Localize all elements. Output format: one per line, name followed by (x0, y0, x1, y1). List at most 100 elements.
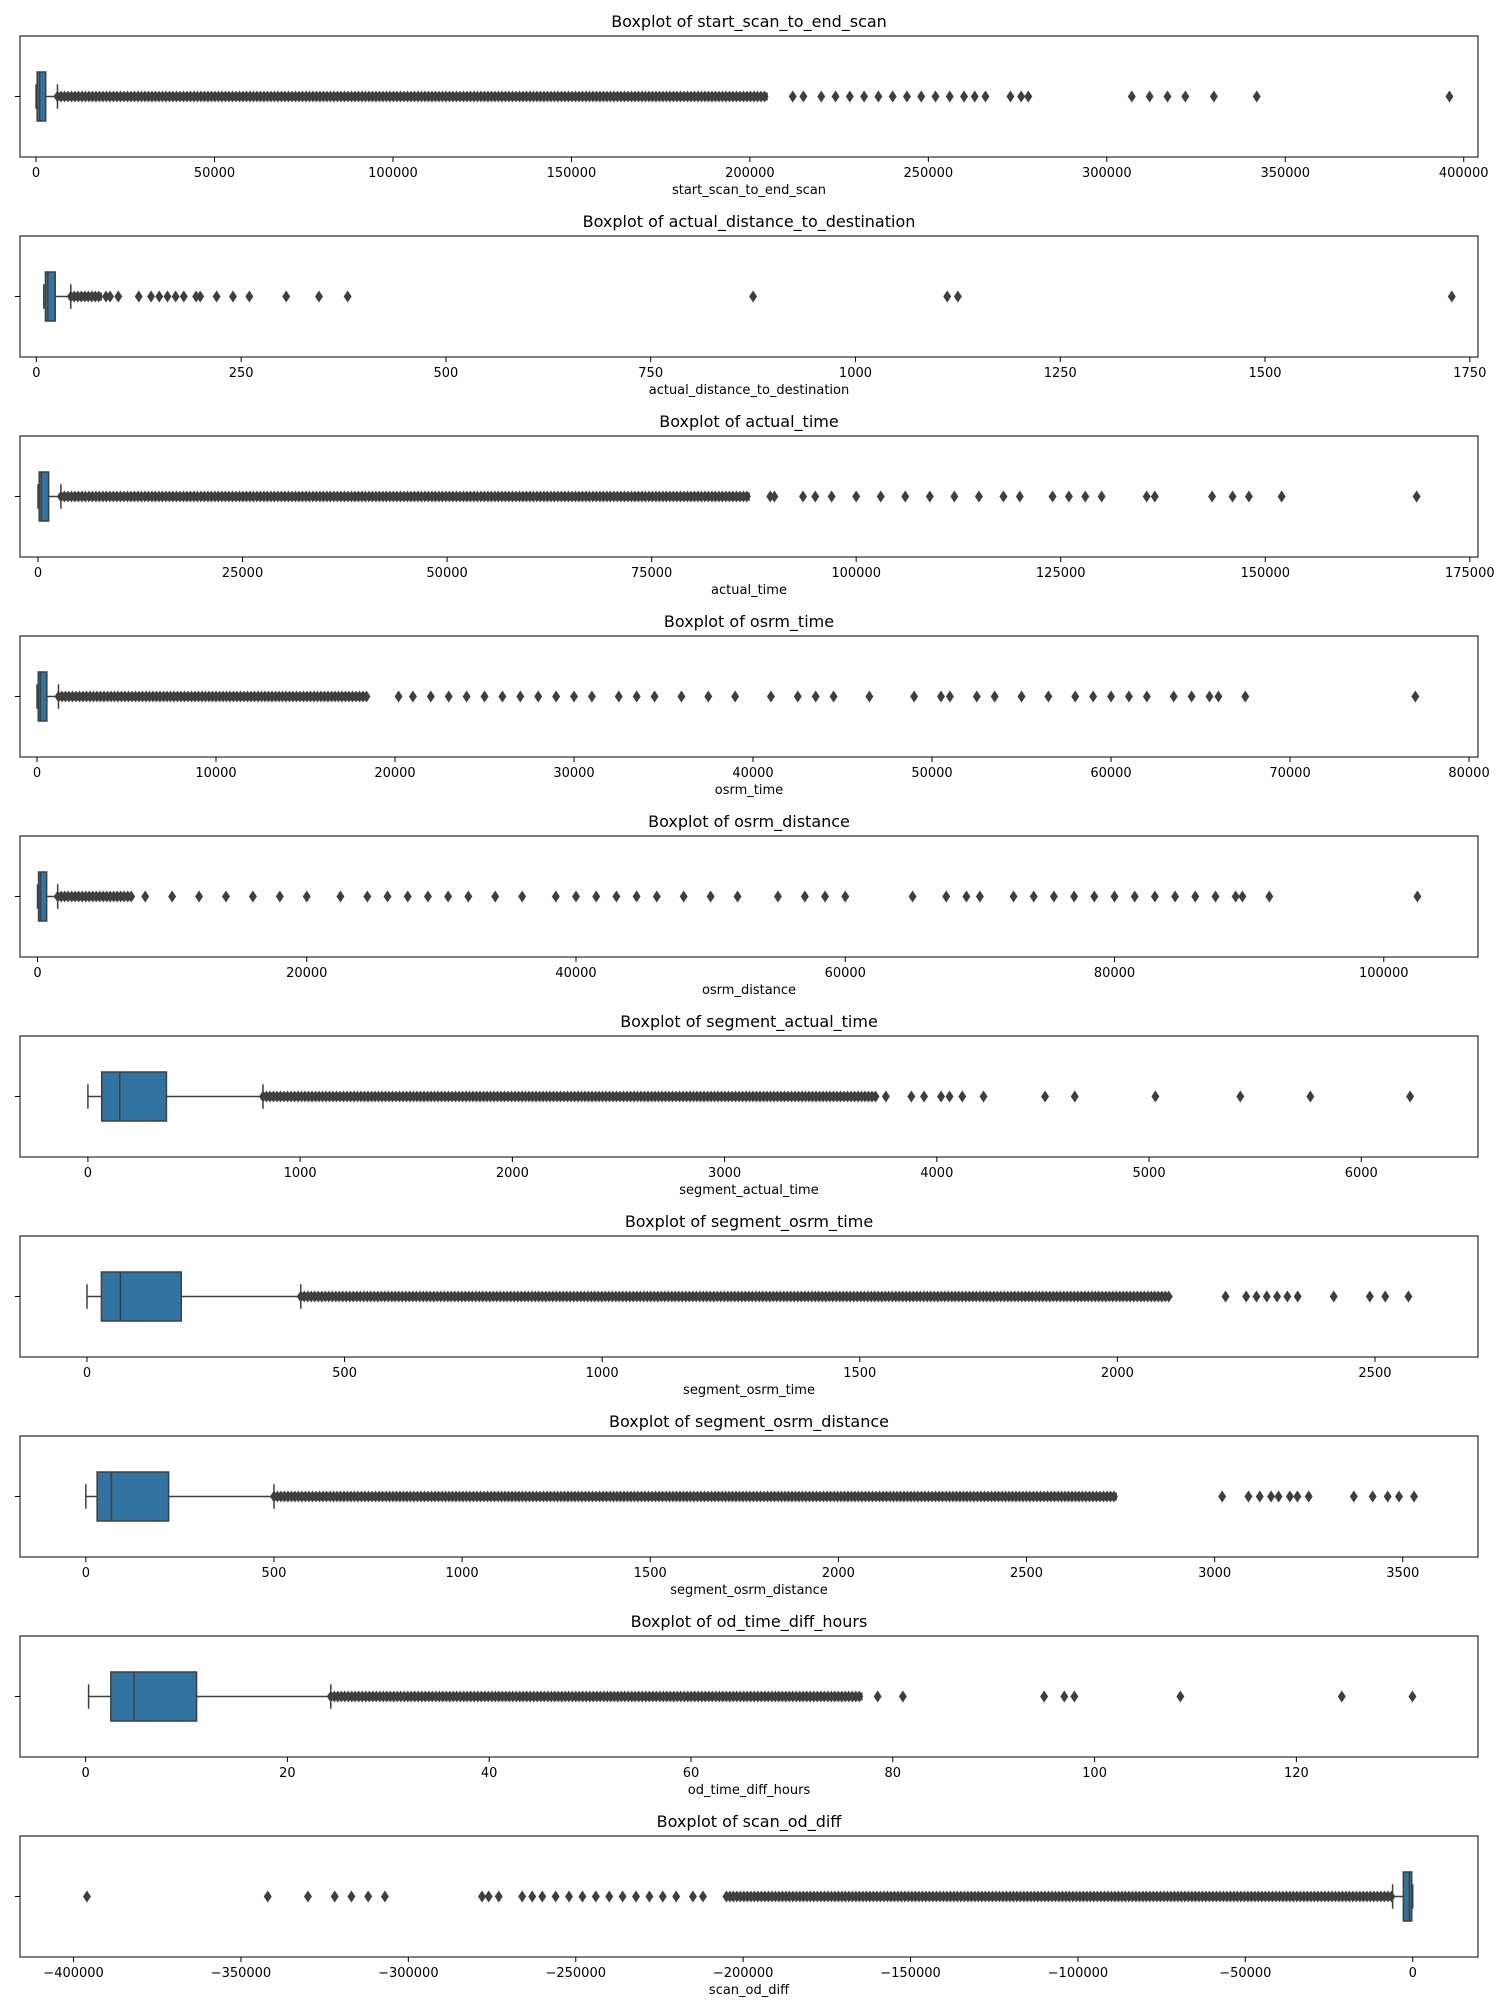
outlier-point (658, 1890, 667, 1903)
outlier-point (953, 290, 962, 303)
outlier-point (1044, 690, 1053, 703)
x-tick-label: 50000 (194, 166, 235, 181)
outlier-point (1244, 490, 1253, 503)
outlier-point (82, 1890, 91, 1903)
outlier-point (811, 490, 820, 503)
x-tick-label: 100 (1082, 1766, 1107, 1781)
x-tick-label: −150000 (880, 1966, 941, 1981)
outlier-point (1381, 1290, 1390, 1303)
outlier-point (528, 1890, 537, 1903)
x-tick-label: 100000 (368, 166, 418, 181)
outlier-point (1060, 1690, 1069, 1703)
outlier-point (1337, 1690, 1346, 1703)
x-tick-label: 0 (81, 1766, 89, 1781)
outlier-point (444, 690, 453, 703)
outlier-point (1283, 1290, 1292, 1303)
outlier-point (962, 890, 971, 903)
axes-frame (19, 835, 1479, 958)
x-tick-label: 300000 (1082, 166, 1132, 181)
x-tick-label: 40 (481, 1766, 498, 1781)
outlier-point (1285, 1490, 1294, 1503)
subplot-title: Boxplot of start_scan_to_end_scan (611, 12, 887, 32)
outlier-point (1017, 90, 1026, 103)
outlier-point (902, 90, 911, 103)
subplot-title: Boxplot of scan_od_diff (657, 1812, 843, 1832)
outlier-point (1238, 890, 1247, 903)
x-tick-label: 1000 (284, 1166, 317, 1181)
outlier-point (770, 490, 779, 503)
outlier-point (1071, 690, 1080, 703)
outlier-point (1252, 1290, 1261, 1303)
x-tick-label: 50000 (911, 766, 952, 781)
outlier-point (1214, 690, 1223, 703)
outlier-point (845, 90, 854, 103)
outlier-point (945, 1090, 954, 1103)
outlier-point (981, 90, 990, 103)
x-tick-label: 1000 (839, 366, 872, 381)
x-tick-label: 3000 (708, 1166, 741, 1181)
outlier-band (53, 890, 136, 903)
outlier-point (706, 890, 715, 903)
outlier-point (1262, 1290, 1271, 1303)
outlier-point (1387, 1890, 1396, 1903)
outlier-point (652, 890, 661, 903)
x-axis-label: osrm_time (715, 783, 783, 798)
outlier-point (1205, 690, 1214, 703)
outlier-point (1218, 1490, 1227, 1503)
outlier-point (942, 890, 951, 903)
outlier-point (1445, 90, 1454, 103)
outlier-point (1368, 1490, 1377, 1503)
iqr-box (100, 1071, 168, 1122)
iqr-box (110, 1671, 198, 1722)
outlier-point (876, 490, 885, 503)
outlier-point (1089, 690, 1098, 703)
outlier-point (403, 890, 412, 903)
outlier-point (195, 890, 204, 903)
outlier-point (873, 1690, 882, 1703)
x-tick-label: 40000 (555, 966, 596, 981)
iqr-box (38, 471, 50, 522)
outlier-point (380, 1890, 389, 1903)
outlier-point (1171, 890, 1180, 903)
outlier-point (1447, 290, 1456, 303)
subplot-5: Boxplot of osrm_distance 0 20000 40000 60000… (15, 812, 1479, 998)
subplot-6: Boxplot of segment_actual_time 0 1000 2000 3… (15, 1012, 1479, 1198)
x-tick-label: 5000 (1133, 1166, 1166, 1181)
x-tick-label: 0 (33, 966, 41, 981)
x-tick-label: 2500 (1010, 1566, 1043, 1581)
x-tick-label: 20000 (374, 766, 415, 781)
outlier-point (1349, 1490, 1358, 1503)
iqr-box (36, 71, 47, 122)
outlier-point (1090, 890, 1099, 903)
outlier-point (1221, 1290, 1230, 1303)
x-tick-label: 150000 (1240, 566, 1290, 581)
outlier-point (704, 690, 713, 703)
outlier-point (1070, 1090, 1079, 1103)
iqr-box (100, 1271, 183, 1322)
outlier-point (572, 890, 581, 903)
outlier-point (364, 1890, 373, 1903)
iqr-box (37, 671, 48, 722)
outlier-point (491, 890, 500, 903)
outlier-point (1169, 690, 1178, 703)
outlier-point (605, 1890, 614, 1903)
subplot-title: Boxplot of od_time_diff_hours (631, 1612, 868, 1632)
outlier-point (426, 690, 435, 703)
outlier-point (518, 1890, 527, 1903)
outlier-point (1015, 490, 1024, 503)
outlier-point (612, 890, 621, 903)
x-tick-label: 2000 (1101, 1366, 1134, 1381)
outlier-point (245, 290, 254, 303)
outlier-point (1176, 1690, 1185, 1703)
x-tick-label: 1750 (1453, 366, 1486, 381)
outlier-point (618, 1890, 627, 1903)
outlier-point (860, 90, 869, 103)
outlier-point (852, 490, 861, 503)
x-tick-label: 80 (885, 1766, 902, 1781)
x-axis-label: segment_osrm_distance (670, 1583, 828, 1598)
outlier-point (408, 690, 417, 703)
outlier-point (733, 890, 742, 903)
outlier-point (888, 90, 897, 103)
x-tick-label: 250000 (904, 166, 954, 181)
x-tick-label: 2500 (1358, 1366, 1391, 1381)
